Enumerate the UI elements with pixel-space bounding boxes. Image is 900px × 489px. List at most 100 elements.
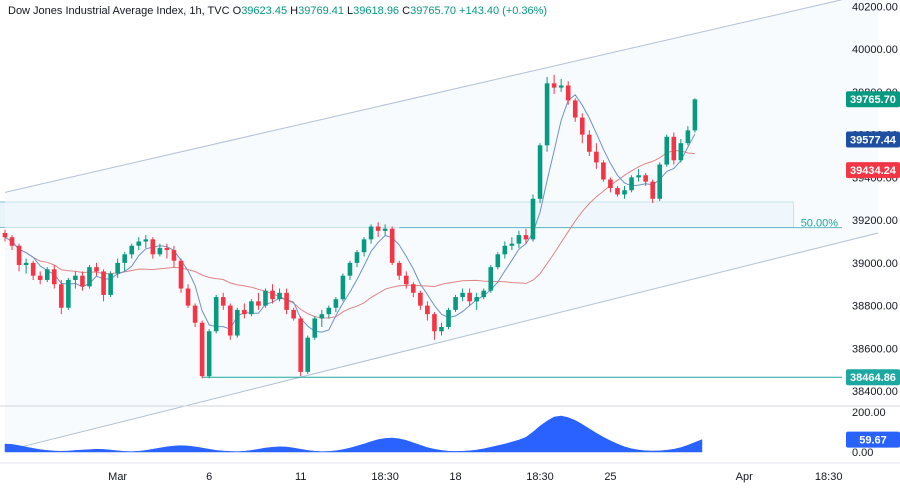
x-axis-tick-label: 18:30 bbox=[526, 471, 554, 483]
candle-body bbox=[319, 314, 325, 319]
y-axis-tick-label: 39000.00 bbox=[852, 258, 898, 270]
candle-body bbox=[87, 267, 92, 287]
candle-body bbox=[615, 188, 620, 195]
candle-body bbox=[657, 164, 663, 199]
y-axis-tick-label: 39200.00 bbox=[852, 215, 898, 227]
candle-body bbox=[2, 232, 8, 238]
candle-body bbox=[101, 271, 106, 295]
candle-body bbox=[94, 267, 99, 272]
channel-upper-line bbox=[4, 0, 844, 193]
candle-body bbox=[108, 273, 113, 295]
x-axis-tick-label: Apr bbox=[736, 471, 753, 483]
channel-lower-line bbox=[4, 232, 879, 452]
candle-body bbox=[284, 292, 289, 310]
candle-body bbox=[164, 247, 170, 251]
candle-body bbox=[579, 117, 585, 135]
y-axis-tick-label: 40200.00 bbox=[852, 1, 898, 13]
price-badge-label: 39577.44 bbox=[850, 134, 897, 146]
y-axis-tick-label: 38800.00 bbox=[852, 301, 898, 313]
price-badge bbox=[846, 131, 900, 148]
candle-body bbox=[685, 130, 691, 144]
candle-body bbox=[622, 190, 627, 195]
candle-body bbox=[206, 331, 212, 377]
candle-body bbox=[270, 290, 275, 300]
candle-body bbox=[375, 226, 381, 231]
candle-body bbox=[115, 262, 120, 274]
candle-body bbox=[256, 301, 261, 306]
candle-body bbox=[664, 136, 670, 165]
candle-body bbox=[136, 241, 142, 246]
candle-body bbox=[565, 85, 571, 101]
candle-body bbox=[171, 250, 177, 261]
candle-body bbox=[389, 228, 395, 263]
candle-body bbox=[340, 275, 346, 300]
channel-fill bbox=[5, 0, 878, 451]
candle-body bbox=[59, 284, 64, 308]
price-badge bbox=[846, 369, 900, 386]
candle-body bbox=[220, 297, 226, 306]
high-label: H bbox=[290, 5, 299, 17]
candle-body bbox=[418, 292, 423, 306]
candle-body bbox=[396, 262, 402, 276]
symbol-title: Dow Jones Industrial Average Index, 1h, … bbox=[8, 5, 230, 17]
candle-body bbox=[509, 243, 515, 246]
price-badge-label: 39765.70 bbox=[850, 94, 896, 106]
candle-body bbox=[403, 275, 409, 285]
x-axis-tick-label: 18 bbox=[449, 471, 461, 483]
symbol-legend: Dow Jones Industrial Average Index, 1h, … bbox=[6, 4, 550, 18]
candle-body bbox=[249, 301, 254, 315]
candle-body bbox=[467, 292, 472, 302]
oscillator-area bbox=[4, 415, 703, 453]
candle-body bbox=[382, 228, 388, 231]
candle-body bbox=[439, 326, 444, 332]
candle-body bbox=[333, 299, 339, 308]
candle-body bbox=[453, 297, 458, 310]
candle-body bbox=[277, 292, 282, 300]
x-axis-tick-label: 18:30 bbox=[371, 471, 399, 483]
candle-body bbox=[37, 275, 43, 280]
x-axis-tick-label: 25 bbox=[604, 471, 616, 483]
x-axis-tick-label: 11 bbox=[295, 471, 306, 483]
candle-body bbox=[432, 314, 437, 332]
candle-body bbox=[530, 198, 536, 240]
close-value: 39765.70 bbox=[410, 5, 456, 17]
candle-body bbox=[51, 269, 57, 285]
close-label: C bbox=[402, 5, 411, 17]
candle-body bbox=[157, 247, 163, 255]
open-value: 39623.45 bbox=[241, 5, 288, 17]
x-axis-tick-label: 6 bbox=[206, 471, 212, 483]
candle-body bbox=[425, 305, 430, 315]
candle-body bbox=[495, 254, 501, 268]
slow-moving-average-line bbox=[4, 150, 695, 319]
y-axis-tick-label: 38600.00 bbox=[852, 343, 898, 355]
candle-body bbox=[199, 322, 205, 377]
oscillator-badge-label: 59.67 bbox=[859, 435, 887, 447]
candle-body bbox=[460, 292, 465, 298]
candle-body bbox=[143, 239, 149, 242]
candle-body bbox=[474, 297, 479, 302]
candle-body bbox=[16, 245, 22, 266]
candle-body bbox=[636, 175, 641, 178]
candle-body bbox=[587, 134, 592, 152]
candle-body bbox=[192, 305, 198, 323]
candle-body bbox=[312, 318, 318, 338]
candle-body bbox=[326, 307, 332, 315]
candle-body bbox=[629, 177, 634, 191]
candle-body bbox=[44, 269, 50, 280]
candle-body bbox=[178, 260, 184, 289]
high-value: 39769.41 bbox=[298, 5, 344, 17]
oscillator-badge bbox=[846, 431, 900, 448]
candle-body bbox=[242, 309, 247, 315]
candle-body bbox=[446, 309, 451, 327]
candle-body bbox=[305, 337, 311, 372]
candle-body bbox=[411, 284, 416, 293]
candle-body bbox=[537, 145, 543, 199]
y-axis-tick-label: 40000.00 bbox=[852, 44, 898, 56]
open-label: O bbox=[232, 5, 242, 17]
candle-body bbox=[30, 262, 36, 276]
candle-body bbox=[235, 309, 240, 336]
candle-body bbox=[23, 262, 29, 266]
candle-body bbox=[291, 309, 296, 319]
candle-body bbox=[66, 279, 71, 308]
